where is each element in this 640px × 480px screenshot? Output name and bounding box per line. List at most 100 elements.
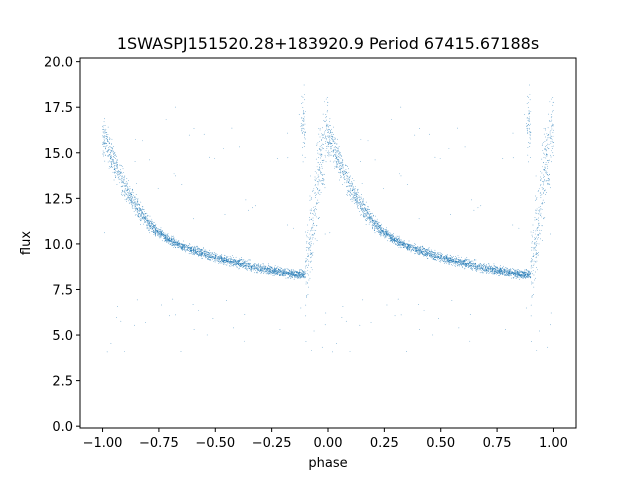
data-point [363,215,364,217]
data-point [529,275,530,277]
data-point [420,250,421,252]
data-point [258,270,260,272]
data-point [544,148,546,150]
data-point [141,206,143,208]
data-point [511,277,512,279]
data-point [149,225,150,227]
data-point [542,203,544,204]
data-point [342,165,344,167]
data-point [124,176,125,178]
data-point [551,123,553,125]
data-point [288,275,290,276]
data-point [476,267,478,269]
data-point [110,157,112,158]
data-point [481,267,483,269]
data-point [432,251,434,253]
data-point [331,131,333,133]
data-point [526,270,527,272]
data-point [507,269,509,271]
data-point [103,154,105,156]
data-point [190,247,191,249]
data-point [335,149,337,151]
data-point [265,265,267,267]
data-point [537,226,539,228]
data-point [343,172,345,174]
data-point [528,124,529,125]
data-point [366,209,368,210]
data-point [539,232,541,234]
data-point [331,135,332,137]
data-point [526,128,528,129]
data-point [543,169,545,171]
data-point [111,156,112,158]
data-point [229,262,231,264]
data-point [412,249,414,251]
data-point [498,270,500,271]
data-point [552,135,554,137]
data-point [219,261,221,263]
data-point [375,219,376,221]
data-point [239,260,240,262]
data-point [102,136,104,138]
data-point [162,232,164,234]
data-point [356,197,357,199]
data-point [378,222,379,224]
data-point [427,257,429,259]
data-point [466,262,467,264]
data-point [129,199,131,201]
data-point [479,263,480,265]
data-point [421,252,423,253]
data-point [125,184,126,186]
data-point [138,214,139,216]
data-point [114,169,116,171]
data-point [351,190,353,192]
data-point [548,120,550,121]
data-point [519,279,520,281]
data-point [347,180,349,182]
data-point [329,152,331,154]
data-point [253,269,254,271]
data-point [409,244,411,246]
data-point [361,208,362,210]
data-point [548,160,549,162]
data-point [359,203,361,205]
data-point [516,271,518,273]
data-point [128,203,130,204]
data-point [300,269,302,270]
data-point [526,272,527,274]
data-point [494,270,495,271]
data-point [406,248,407,250]
data-point [524,275,526,277]
data-point [137,202,138,203]
data-point [522,276,524,277]
data-point [364,203,365,205]
data-point [360,138,362,140]
data-point [446,254,448,255]
data-point [347,191,349,192]
data-point [355,199,357,201]
data-point [419,329,420,330]
data-point [536,245,537,247]
data-point [462,266,464,268]
data-point [504,269,506,271]
data-point [341,161,343,163]
data-point [219,255,221,256]
data-point [229,265,230,267]
data-point [137,212,139,213]
data-point [190,247,191,248]
data-point [510,273,512,274]
data-point [288,268,289,270]
data-point [268,273,270,275]
data-point [161,240,163,242]
data-point [434,259,436,261]
data-point [430,254,432,256]
data-point [353,197,355,198]
data-point [156,227,157,228]
data-point [166,241,167,243]
data-point [345,174,347,176]
data-point [426,256,428,258]
data-point [471,266,472,268]
data-point [123,186,125,187]
data-points [102,84,554,353]
data-point [342,164,344,166]
